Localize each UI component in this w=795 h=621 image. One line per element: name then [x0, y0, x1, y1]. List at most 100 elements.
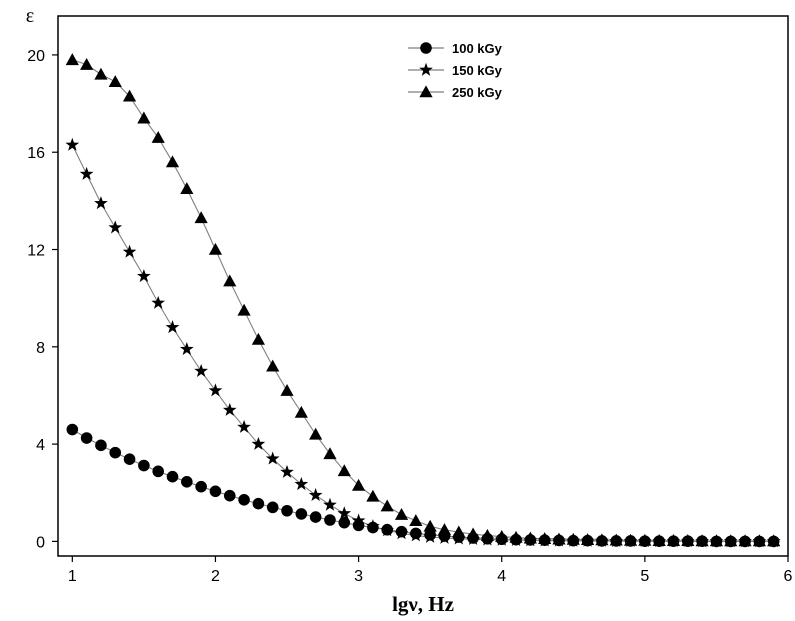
data-point-triangle: [509, 530, 523, 543]
data-point-star: [208, 383, 223, 397]
data-point-triangle: [623, 533, 638, 546]
data-point-star: [409, 528, 423, 542]
data-point-triangle: [466, 527, 480, 540]
data-point-star: [137, 269, 151, 283]
data-point-triangle: [165, 155, 180, 168]
data-point-triangle: [681, 534, 695, 546]
data-point-triangle: [595, 533, 609, 546]
data-point-star: [179, 342, 194, 356]
data-point-triangle: [137, 111, 151, 124]
series-markers: [65, 53, 781, 548]
data-point-triangle: [294, 405, 308, 418]
data-point-triangle: [208, 242, 223, 255]
data-point-triangle: [323, 447, 337, 460]
x-axis-title: lgν, Hz: [392, 592, 454, 616]
series-line: [72, 59, 774, 542]
data-point-triangle: [180, 182, 194, 194]
data-point-circle: [420, 42, 432, 54]
data-point-star: [380, 523, 395, 537]
data-point-triangle: [366, 489, 380, 502]
data-point-triangle: [738, 534, 752, 547]
data-point-triangle: [724, 534, 738, 547]
data-point-circle: [181, 476, 193, 488]
data-point-circle: [223, 489, 236, 502]
y-tick-label: 16: [27, 145, 45, 162]
data-point-triangle: [237, 303, 251, 316]
data-point-triangle: [552, 532, 566, 545]
data-point-star: [165, 320, 180, 334]
x-tick-label: 5: [640, 568, 649, 585]
data-point-triangle: [251, 332, 265, 345]
data-point-triangle: [609, 533, 623, 546]
data-point-triangle: [351, 478, 366, 491]
data-point-star: [265, 451, 280, 465]
data-point-star: [419, 62, 433, 76]
data-point-triangle: [223, 274, 237, 287]
series-line: [71, 144, 774, 542]
data-point-triangle: [538, 532, 552, 545]
data-point-triangle: [151, 131, 165, 143]
data-point-star: [122, 244, 137, 258]
x-tick-label: 1: [68, 568, 77, 585]
data-point-star: [194, 363, 208, 377]
data-point-triangle: [122, 89, 137, 102]
data-point-triangle: [108, 75, 122, 87]
legend-label: 100 kGy: [452, 41, 503, 56]
data-point-circle: [166, 470, 179, 483]
data-point-triangle: [638, 533, 652, 546]
data-point-circle: [238, 494, 250, 506]
data-point-triangle: [581, 533, 595, 545]
data-point-star: [94, 196, 108, 210]
y-tick-label: 20: [27, 48, 45, 65]
plot-frame: [57, 15, 789, 557]
x-tick-label: 2: [211, 568, 220, 585]
x-tick-label: 6: [784, 568, 793, 585]
data-point-triangle: [709, 534, 724, 547]
data-point-circle: [295, 508, 308, 520]
data-point-triangle: [695, 534, 709, 547]
x-tick-label: 4: [497, 568, 506, 585]
data-point-circle: [252, 497, 265, 510]
y-tick-label: 12: [27, 243, 45, 260]
data-point-star: [451, 531, 466, 545]
data-point-triangle: [409, 514, 423, 527]
data-point-triangle: [337, 464, 351, 477]
legend-label: 150 kGy: [452, 63, 503, 78]
data-point-star: [423, 529, 437, 543]
data-point-star: [294, 477, 309, 491]
data-point-star: [237, 419, 251, 433]
data-point-triangle: [94, 67, 108, 80]
data-point-circle: [266, 501, 279, 514]
data-point-star: [222, 402, 237, 416]
data-point-circle: [152, 465, 164, 478]
data-point-triangle: [752, 534, 766, 547]
data-point-circle: [209, 485, 222, 498]
data-point-circle: [195, 480, 207, 493]
data-point-star: [394, 526, 409, 540]
data-point-triangle: [394, 508, 409, 520]
data-point-circle: [95, 439, 107, 452]
data-point-star: [108, 220, 123, 234]
data-point-triangle: [767, 534, 781, 547]
legend: 100 kGy 150 kGy 250 kGy: [408, 41, 503, 100]
data-point-triangle: [380, 499, 394, 512]
legend-label: 250 kGy: [452, 85, 503, 100]
data-point-triangle: [309, 427, 323, 440]
data-point-star: [337, 506, 352, 520]
data-point-triangle: [266, 359, 280, 372]
data-point-triangle: [452, 525, 466, 538]
data-point-triangle: [423, 519, 437, 532]
data-point-triangle: [280, 383, 294, 396]
data-point-triangle: [666, 534, 681, 546]
data-point-triangle: [194, 211, 208, 224]
data-point-star: [323, 497, 337, 511]
data-point-star: [251, 436, 266, 450]
data-point-circle: [138, 459, 150, 472]
data-point-star: [65, 137, 80, 151]
data-point-triangle: [566, 532, 580, 545]
data-point-triangle: [480, 528, 495, 541]
data-point-triangle: [437, 523, 452, 536]
data-point-triangle: [523, 531, 537, 544]
data-point-triangle: [65, 53, 79, 66]
